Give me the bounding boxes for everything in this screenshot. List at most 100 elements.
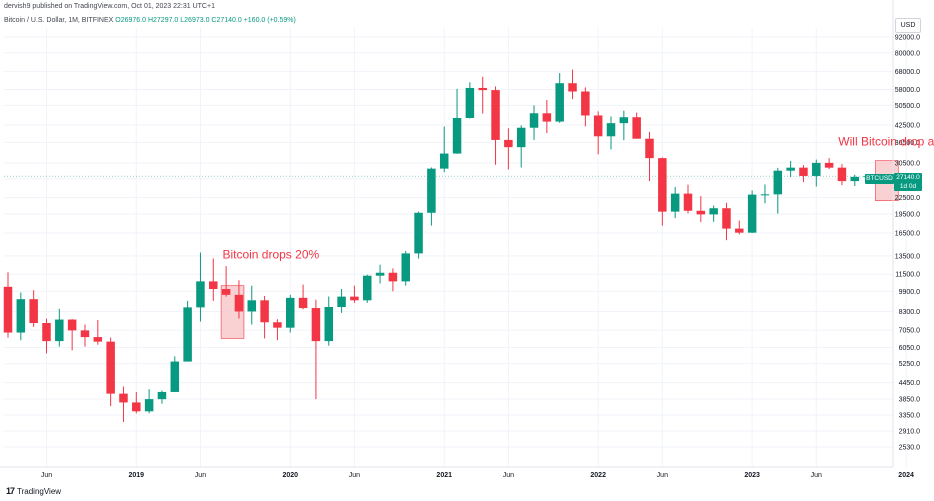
candle-body [850, 176, 860, 182]
y-tick-label: 80000.0 [895, 50, 920, 57]
y-tick-label: 30500.0 [895, 160, 920, 167]
candle-body [632, 117, 641, 139]
x-tick-label: 2022 [590, 472, 606, 479]
candle-body [747, 194, 757, 233]
candle-body [247, 300, 257, 312]
candle-body [209, 281, 218, 290]
candle-body [93, 337, 103, 342]
x-tick-label: Jun [811, 472, 822, 479]
candle-body [760, 194, 770, 196]
published-by-line: dervish9 published on TradingView.com, O… [4, 3, 215, 10]
candle-body [683, 193, 693, 211]
candle-body [478, 87, 487, 91]
currency-button[interactable]: USD [895, 18, 921, 33]
candle-body [414, 212, 423, 254]
last-price-value: 27140.0 [896, 174, 920, 181]
candle-body [362, 275, 372, 301]
y-tick-label: 3350.0 [899, 413, 921, 420]
y-tick-label: 22500.0 [895, 195, 920, 202]
candle-body [568, 83, 577, 92]
tradingview-logo-icon: 17 [6, 486, 15, 496]
y-tick-label: 7050.0 [899, 328, 921, 335]
candle-body [119, 393, 128, 403]
candle-body [542, 113, 552, 122]
y-tick-label: 3850.0 [899, 397, 921, 404]
candle-body [16, 299, 26, 333]
y-tick-label: 6050.0 [899, 345, 921, 352]
candle-body [735, 228, 744, 233]
candle-body [799, 167, 808, 176]
x-tick-label: Jun [41, 472, 52, 479]
y-tick-label: 19500.0 [895, 211, 920, 218]
candle-body [555, 83, 564, 122]
ohlc-values: O26976.0 H27297.0 L26973.0 C27140.0 +160… [115, 17, 296, 24]
x-tick-label: Jun [195, 472, 206, 479]
candle-body [221, 289, 231, 295]
candle-body [67, 319, 77, 331]
candle-body [260, 300, 269, 323]
candle-body [350, 296, 359, 301]
candle-body [311, 308, 321, 342]
candle-body [55, 319, 64, 342]
candle-body [709, 208, 718, 215]
candle-body [465, 87, 475, 118]
candle-body [581, 91, 590, 116]
symbol-price-badge: BTCUSD [865, 174, 894, 184]
y-tick-label: 4450.0 [899, 380, 921, 387]
candle-body [324, 306, 333, 342]
candle-body [696, 210, 706, 215]
tradingview-footer: 17 TradingView [6, 486, 61, 496]
candle-body [504, 139, 513, 148]
x-tick-label: 2023 [744, 472, 760, 479]
annotation-label: Will Bitcoin drop again? [838, 135, 934, 149]
y-tick-label: 9900.0 [899, 289, 921, 296]
candle-body [593, 115, 603, 137]
candle-body [42, 323, 51, 342]
candle-body [619, 117, 629, 124]
x-tick-label: 2021 [436, 472, 452, 479]
candle-body [773, 170, 783, 195]
candle-body [491, 90, 500, 140]
x-tick-label: Jun [657, 472, 668, 479]
y-tick-label: 5250.0 [899, 361, 921, 368]
candle-body [3, 286, 13, 333]
candle-body [170, 361, 180, 392]
candle-body [645, 138, 654, 159]
candle-body [234, 294, 244, 312]
annotation-label: Bitcoin drops 20% [222, 247, 319, 261]
candle-body [529, 113, 539, 128]
y-tick-label: 2910.0 [899, 429, 921, 436]
candle-body [157, 391, 167, 400]
candle-body [388, 272, 398, 282]
candle-body [106, 341, 115, 394]
candle-body [452, 117, 462, 154]
candle-body [29, 299, 38, 324]
candle-body [375, 272, 385, 276]
y-tick-label: 13500.0 [895, 253, 920, 260]
symbol-line: Bitcoin / U.S. Dollar, 1M, BITFINEX O269… [4, 17, 296, 24]
y-tick-label: 92000.0 [895, 34, 920, 41]
candle-body [132, 402, 141, 412]
tradingview-brand: TradingView [17, 486, 62, 496]
x-tick-label: 2020 [282, 472, 298, 479]
candles [3, 69, 872, 423]
x-tick-label: Jun [349, 472, 360, 479]
y-tick-label: 68000.0 [895, 69, 920, 76]
y-tick-label: 42500.0 [895, 123, 920, 130]
candle-body [824, 162, 834, 168]
y-tick-label: 58000.0 [895, 87, 920, 94]
candle-body [606, 123, 616, 137]
price-axis: 2530.0 2910.0 3350.0 3850.0 4450.0 5250.0 6050… [892, 0, 921, 467]
grid [4, 28, 907, 467]
last-price-badge: 27140.0 1d 0d [894, 173, 922, 191]
y-tick-label: 36500.0 [895, 140, 920, 147]
candle-body [670, 193, 680, 212]
candle-body [273, 322, 282, 328]
y-tick-label: 11500.0 [895, 272, 920, 279]
x-tick-label: 2024 [898, 472, 914, 479]
candle-body [427, 168, 436, 213]
time-axis: Jun 2019 Jun 2020 Jun 2021 Jun 2022 Jun 2023 Jun 20… [0, 466, 914, 479]
candle-body [516, 127, 526, 148]
candle-body [298, 297, 308, 309]
